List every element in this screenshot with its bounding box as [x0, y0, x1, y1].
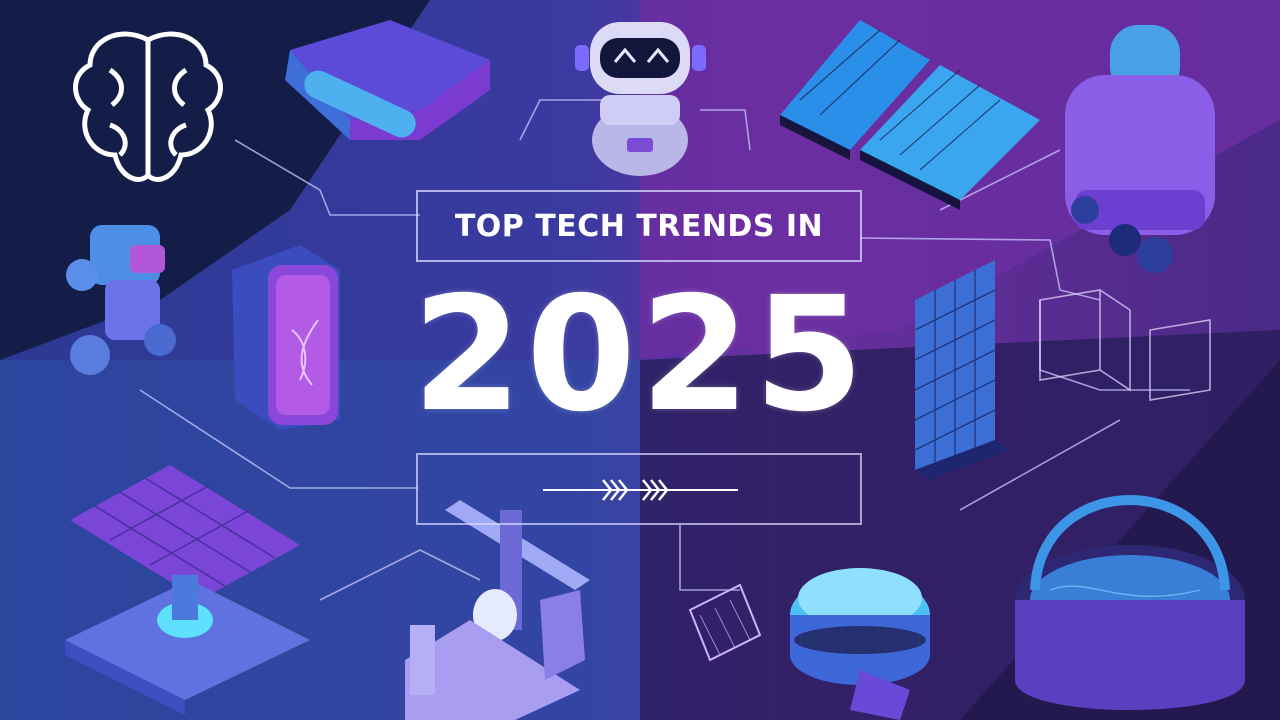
arrow-box: [416, 453, 862, 525]
solar-panels: [780, 20, 1040, 210]
headline-prefix: TOP TECH TRENDS IN: [454, 208, 824, 244]
robotic-arm: [405, 500, 590, 720]
smart-speaker: [790, 568, 930, 720]
solar-array-device: [65, 465, 310, 715]
smartphone: [232, 245, 340, 430]
humanoid-robot: [1065, 25, 1215, 273]
wireframe-cubes: [1039, 289, 1211, 401]
circuit-tablet: [688, 583, 762, 662]
brain-icon: [73, 31, 223, 182]
water-tank: [1015, 495, 1245, 710]
vr-headset: [285, 20, 490, 140]
robot-head: [575, 22, 706, 176]
headline-box: TOP TECH TRENDS IN: [416, 190, 862, 262]
chevron-arrows-icon: [543, 479, 738, 501]
wheeled-robot: [66, 225, 176, 375]
vertical-solar-panel: [914, 260, 1010, 480]
headline-year: 2025: [412, 263, 868, 447]
